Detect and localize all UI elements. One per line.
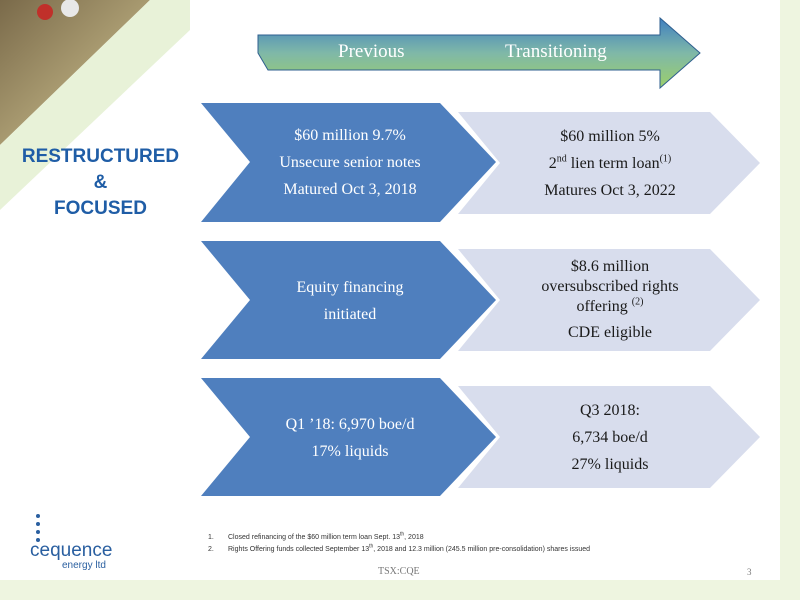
footer-ticker: TSX:CQE	[378, 566, 420, 577]
right-box: $60 million 5% 2nd lien term loan(1) Mat…	[490, 112, 730, 214]
logo-sub: energy ltd	[62, 560, 106, 571]
text: , 2018 and 12.3 million (245.5 million p…	[373, 546, 591, 553]
side-title-line: &	[93, 172, 108, 193]
line: 6,734 boe/d	[572, 428, 648, 446]
line: offering (2)	[577, 297, 644, 317]
footnote: 2. Rights Offering funds collected Septe…	[208, 543, 638, 554]
border-bottom	[0, 580, 800, 600]
border-right	[780, 0, 800, 600]
text: lien term loan	[566, 154, 660, 172]
header-right: Transitioning	[505, 41, 607, 62]
line: Matured Oct 3, 2018	[283, 181, 417, 198]
chevron-right	[458, 112, 760, 214]
sup: th	[400, 531, 405, 538]
photo-hat	[37, 4, 53, 20]
text: Closed refinancing of the $60 million te…	[228, 534, 400, 541]
footnote-text: Rights Offering funds collected Septembe…	[228, 543, 638, 554]
line: Equity financing	[296, 278, 404, 296]
header-left: Previous	[338, 41, 405, 62]
photo-band	[0, 0, 190, 210]
note: (1)	[659, 153, 672, 165]
line: Unsecure senior notes	[279, 154, 421, 171]
text: offering	[576, 298, 632, 315]
left-box: Equity financing initiated	[240, 241, 460, 360]
sup: th	[369, 543, 374, 550]
line: 17% liquids	[311, 442, 389, 460]
side-title-line: RESTRUCTURED	[21, 146, 180, 167]
footnote-number: 1.	[208, 534, 214, 541]
line: $60 million 9.7%	[294, 127, 406, 144]
side-title: RESTRUCTURED & FOCUSED	[18, 144, 183, 222]
line: oversubscribed rights	[541, 278, 679, 295]
line: CDE eligible	[568, 324, 652, 341]
photo-hat	[61, 0, 79, 17]
logo-dot	[36, 538, 40, 542]
line: 27% liquids	[571, 455, 649, 473]
side-title-line: FOCUSED	[54, 198, 147, 219]
text: , 2018	[404, 534, 424, 541]
logo-dot	[36, 530, 40, 534]
chevron-right	[458, 386, 760, 488]
footnote-number: 2.	[208, 546, 214, 553]
line: Q1 ’18: 6,970 boe/d	[285, 415, 415, 433]
logo-dot	[36, 514, 40, 518]
note: (2)	[631, 296, 644, 308]
chevron-left	[201, 103, 496, 222]
text: 2	[548, 154, 557, 172]
sup: nd	[556, 153, 567, 165]
left-box: Q1 ’18: 6,970 boe/d 17% liquids	[240, 378, 460, 497]
right-box: Q3 2018: 6,734 boe/d 27% liquids	[490, 386, 730, 488]
line: initiated	[323, 305, 377, 323]
line: Matures Oct 3, 2022	[544, 181, 676, 199]
chevron-left	[201, 241, 496, 359]
line: $60 million 5%	[560, 127, 660, 145]
line: $8.6 million	[570, 258, 650, 275]
header-arrow	[257, 16, 701, 90]
right-box: $8.6 million oversubscribed rights offer…	[490, 249, 730, 351]
chevron-right	[458, 249, 760, 351]
left-box: $60 million 9.7% Unsecure senior notes M…	[240, 103, 460, 222]
line: Q3 2018:	[580, 401, 640, 419]
logo-name: cequence	[30, 540, 113, 561]
logo-dot	[36, 522, 40, 526]
page-number: 3	[747, 567, 752, 577]
footnote: 1. Closed refinancing of the $60 million…	[208, 531, 638, 542]
chevron-left	[201, 378, 496, 496]
text: Rights Offering funds collected Septembe…	[228, 546, 370, 553]
line: 2nd lien term loan(1)	[549, 150, 672, 177]
footnote-text: Closed refinancing of the $60 million te…	[228, 531, 638, 542]
